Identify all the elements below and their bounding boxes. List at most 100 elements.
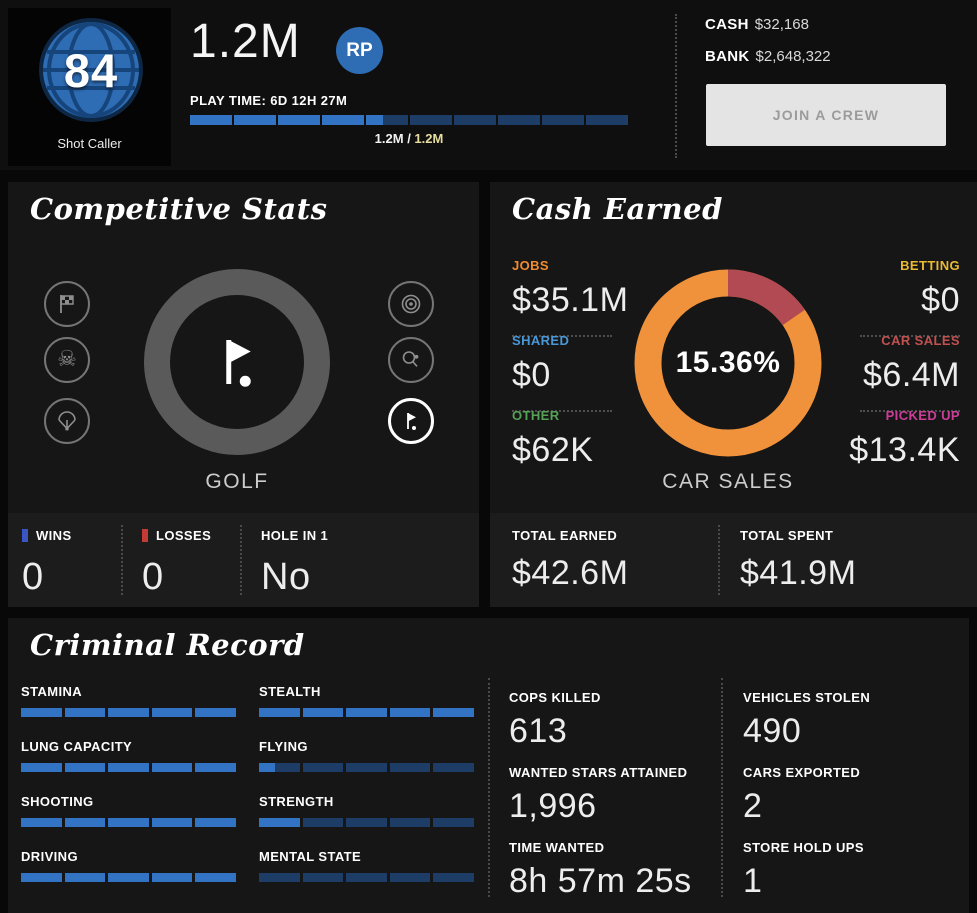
- cash-totals-strip: TOTAL EARNED $42.6M TOTAL SPENT $41.9M: [490, 513, 977, 607]
- stat-value: 613: [509, 712, 568, 750]
- mode-ring: [144, 269, 330, 455]
- jobs-label: JOBS: [512, 258, 550, 273]
- skill-driving: DRIVING: [21, 849, 236, 882]
- skill-flying: FLYING: [259, 739, 474, 772]
- skill-label: STEALTH: [259, 684, 321, 699]
- cash-earned-panel: Cash Earned JOBS $35.1M SHARED $0 OTHER …: [490, 182, 977, 607]
- mode-golf-button[interactable]: [388, 398, 434, 444]
- losses-stat: LOSSES 0: [142, 527, 211, 599]
- wins-stat: WINS 0: [22, 527, 72, 599]
- competitive-stats-panel: Competitive Stats ☠: [8, 182, 479, 607]
- play-time: PLAY TIME: 6D 12H 27M: [190, 93, 348, 108]
- cash-category-shared: SHARED $0: [512, 333, 662, 412]
- cash-category-picked-up: PICKED UP $13.4K: [810, 408, 960, 470]
- wins-marker: [22, 529, 28, 542]
- stat-value: 2: [743, 787, 763, 825]
- divider: [488, 678, 490, 897]
- total-earned-stat: TOTAL EARNED $42.6M: [512, 528, 628, 593]
- bullseye-icon: [401, 294, 421, 314]
- stat-bar: [21, 763, 236, 772]
- other-label: OTHER: [512, 408, 560, 423]
- divider: [721, 678, 723, 897]
- stat-value: 1: [743, 862, 763, 900]
- skill-lung-capacity: LUNG CAPACITY: [21, 739, 236, 772]
- race-flag-icon: [60, 295, 74, 313]
- rp-badge: RP: [336, 27, 383, 74]
- criminal-record-title: Criminal Record: [30, 628, 305, 662]
- losses-marker: [142, 529, 148, 542]
- join-crew-button[interactable]: JOIN A CREW: [706, 84, 946, 146]
- stat-value: 1,996: [509, 787, 597, 825]
- total-earned-label: TOTAL EARNED: [512, 528, 618, 543]
- rank-title: Shot Caller: [57, 136, 122, 151]
- skill-strength: STRENGTH: [259, 794, 474, 827]
- rp-progress-bar: [190, 115, 628, 125]
- cash-earned-title: Cash Earned: [512, 192, 723, 226]
- time-wanted-stat: TIME WANTED 8h 57m 25s: [509, 840, 692, 901]
- divider: [860, 410, 960, 412]
- competitive-results-strip: WINS 0 LOSSES 0 HOLE IN 1 No: [8, 513, 479, 607]
- cash-value: $32,168: [754, 16, 809, 33]
- shared-label: SHARED: [512, 333, 570, 348]
- profile-header: 84 Shot Caller 1.2M RP PLAY TIME: 6D 12H…: [0, 0, 977, 170]
- divider: [860, 335, 960, 337]
- mode-race-button[interactable]: [44, 281, 90, 327]
- store-hold-ups-stat: STORE HOLD UPS 1: [743, 840, 870, 901]
- golf-flag-icon-large: [137, 262, 337, 462]
- stat-bar: [21, 818, 236, 827]
- vehicles-stolen-stat: VEHICLES STOLEN 490: [743, 690, 870, 751]
- competitive-stats-title: Competitive Stats: [30, 192, 328, 226]
- cash-category-car-sales: CAR SALES $6.4M: [810, 333, 960, 412]
- bank-label: BANK: [705, 48, 750, 65]
- hole-in-1-value: No: [261, 556, 311, 598]
- cops-killed-stat: COPS KILLED 613: [509, 690, 692, 751]
- skill-label: SHOOTING: [21, 794, 94, 809]
- parachute-icon: [58, 411, 76, 431]
- skill-label: STAMINA: [21, 684, 83, 699]
- stat-bar: [259, 818, 474, 827]
- skill-stamina: STAMINA: [21, 684, 236, 717]
- stat-label: WANTED STARS ATTAINED: [509, 765, 688, 780]
- wins-label: WINS: [36, 528, 72, 543]
- rp-progress-text: 1.2M / 1.2M: [190, 131, 628, 146]
- crime-stats-column-1: COPS KILLED 613 WANTED STARS ATTAINED 1,…: [509, 690, 692, 913]
- skill-label: DRIVING: [21, 849, 78, 864]
- globe-icon: [39, 18, 143, 122]
- stat-bar: [21, 708, 236, 717]
- selected-mode-ring: [137, 262, 337, 462]
- stat-label: STORE HOLD UPS: [743, 840, 864, 855]
- divider: [512, 335, 612, 337]
- cash-category-betting: BETTING $0: [810, 258, 960, 337]
- divider: [718, 525, 720, 595]
- mode-darts-button[interactable]: [388, 281, 434, 327]
- picked-up-label: PICKED UP: [885, 408, 960, 423]
- mode-tennis-button[interactable]: [388, 337, 434, 383]
- wins-value: 0: [22, 556, 44, 598]
- crime-stats-column-2: VEHICLES STOLEN 490 CARS EXPORTED 2 STOR…: [743, 690, 870, 913]
- rank-badge: 84: [37, 16, 145, 124]
- selected-game-label: GOLF: [205, 470, 269, 493]
- bank-line: BANK $2,648,322: [705, 48, 831, 65]
- betting-label: BETTING: [900, 258, 960, 273]
- divider: [512, 410, 612, 412]
- rp-progress-current: 1.2M: [374, 131, 404, 146]
- cash-earned-donut-chart[interactable]: 15.36%: [628, 263, 828, 463]
- mode-parachute-button[interactable]: [44, 398, 90, 444]
- skull-icon: ☠: [57, 347, 77, 372]
- total-spent-stat: TOTAL SPENT $41.9M: [740, 528, 856, 593]
- stat-bar: [259, 873, 474, 882]
- divider: [240, 525, 242, 595]
- skill-shooting: SHOOTING: [21, 794, 236, 827]
- total-spent-value: $41.9M: [740, 554, 857, 592]
- stat-value: 8h 57m 25s: [509, 862, 692, 900]
- stat-label: CARS EXPORTED: [743, 765, 861, 780]
- skill-label: STRENGTH: [259, 794, 334, 809]
- hole-in-1-stat: HOLE IN 1 No: [261, 527, 328, 599]
- skill-stealth: STEALTH: [259, 684, 474, 717]
- cash-category-jobs: JOBS $35.1M: [512, 258, 662, 337]
- donut-hover-label: CAR SALES: [662, 470, 794, 493]
- stat-label: COPS KILLED: [509, 690, 601, 705]
- stat-label: VEHICLES STOLEN: [743, 690, 871, 705]
- skill-label: FLYING: [259, 739, 308, 754]
- mode-deathmatch-button[interactable]: ☠: [44, 337, 90, 383]
